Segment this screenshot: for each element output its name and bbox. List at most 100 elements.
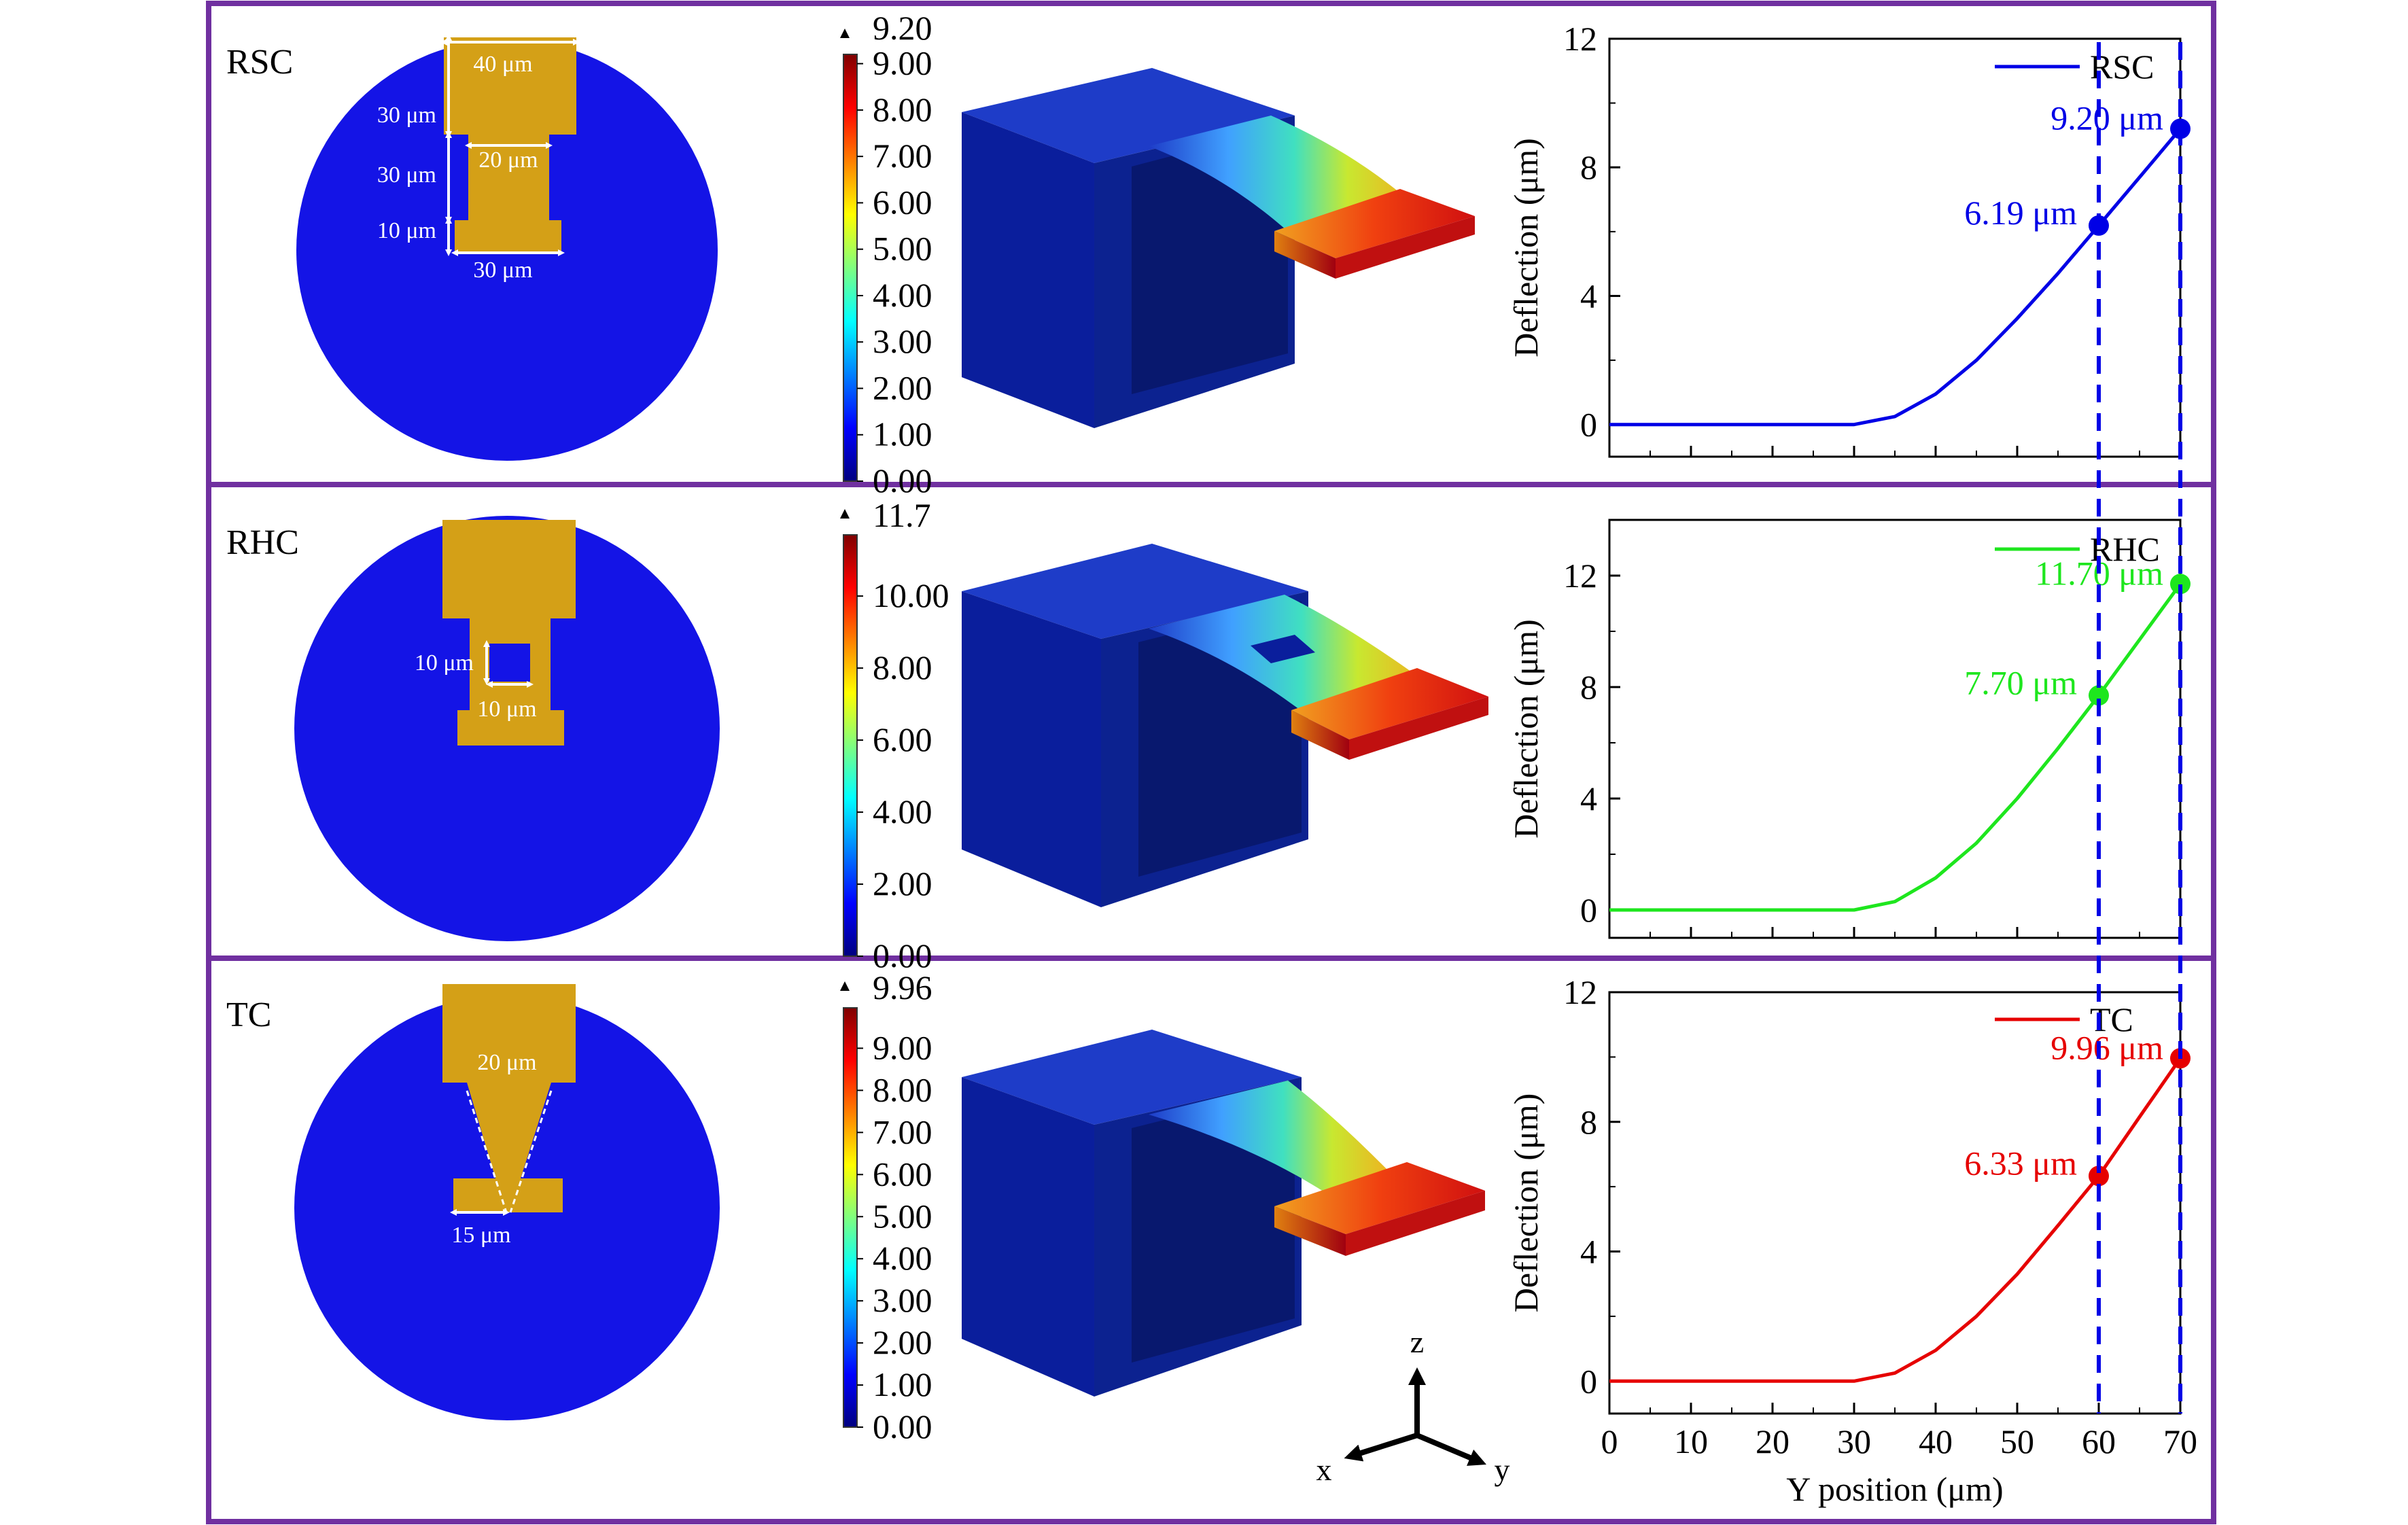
dim-label: 10 μm — [415, 650, 474, 676]
y-tick-label: 0 — [1580, 891, 1597, 929]
colorbar-tick-label: 1.00 — [873, 1365, 932, 1403]
beam-hole — [489, 644, 530, 682]
x-axis-arrow — [1344, 1433, 1418, 1462]
colorbar-tick-label: 8.00 — [873, 1070, 932, 1108]
proof-mass-side — [1291, 710, 1349, 760]
deflection-chart-tc: 0 4 8 12 0 10 20 30 40 50 60 70 Deflection (μm) Y pos… — [1507, 973, 2197, 1508]
colorbar-max-label: 11.7 — [873, 496, 931, 534]
colorbar-tick-label: 6.00 — [873, 1155, 932, 1193]
cantilever-beam — [468, 135, 549, 220]
colorbar-tick-label: 0.00 — [873, 1407, 932, 1445]
dim-label: 30 μm — [473, 258, 532, 283]
z-axis-label: z — [1410, 1325, 1424, 1359]
colorbar-tick-label: 10.00 — [873, 576, 949, 614]
colorbar-max-label: 9.96 — [873, 968, 932, 1006]
block-left — [962, 1077, 1094, 1397]
data-marker — [2170, 574, 2191, 595]
y-axis-label: y — [1495, 1452, 1510, 1487]
colorbar-tick-label: 9.00 — [873, 1028, 932, 1066]
proof-mass-front — [1336, 216, 1475, 279]
tc-3d-model — [962, 1030, 1485, 1397]
block-left — [962, 112, 1094, 428]
x-tick-label: 20 — [1756, 1422, 1790, 1460]
block-left — [962, 591, 1101, 907]
anchor-pad — [444, 37, 576, 135]
colorbar-tick-label: 7.00 — [873, 1112, 932, 1151]
proof-mass — [455, 220, 561, 253]
dim-label: 20 μm — [477, 1050, 536, 1075]
data-label: 7.70 μm — [1964, 663, 2077, 701]
colorbar-tick-label: 8.00 — [873, 648, 932, 686]
deflected-beam — [1149, 116, 1414, 234]
colorbar-tick-label: 0.00 — [873, 936, 932, 975]
colorbar-tick-label: 3.00 — [873, 322, 932, 360]
colorbar-tick-label: 0.00 — [873, 461, 932, 499]
max-triangle-icon — [840, 981, 850, 991]
dim-line — [466, 1090, 508, 1213]
x-tick-label: 30 — [1837, 1422, 1871, 1460]
x-axis-label: x — [1316, 1452, 1332, 1487]
colorbar-tick-label: 9.00 — [873, 44, 932, 82]
panel-label-tc: TC — [226, 996, 271, 1034]
proof-mass — [453, 1178, 563, 1212]
colorbar-tick-label: 6.00 — [873, 183, 932, 221]
series-line — [1609, 1057, 2182, 1383]
y-axis-title: Deflection (μm) — [1507, 1093, 1545, 1313]
series-line — [1609, 127, 2182, 427]
colorbar-tick-label: 1.00 — [873, 415, 932, 453]
x-tick-label: 0 — [1601, 1422, 1618, 1460]
y-tick-label: 8 — [1580, 668, 1597, 706]
y-axis-arrow — [1416, 1433, 1486, 1466]
colorbar-tick-label: 3.00 — [873, 1281, 932, 1319]
colorbar-tick-label: 2.00 — [873, 368, 932, 406]
cantilever-beam — [467, 1083, 551, 1178]
max-triangle-icon — [840, 29, 850, 38]
series-line — [1609, 582, 2182, 912]
block-top — [962, 544, 1308, 639]
colorbar-gradient — [843, 534, 858, 957]
x-tick-label: 70 — [2163, 1422, 2197, 1460]
block-top — [962, 68, 1295, 163]
frame-tc — [206, 956, 2216, 1524]
axis-triad: z x y — [1316, 1325, 1510, 1487]
y-tick-label: 0 — [1580, 406, 1597, 444]
panel-label-rhc: RHC — [226, 523, 299, 562]
data-marker — [2089, 685, 2109, 706]
deflected-beam — [1149, 1081, 1393, 1193]
x-tick-label: 40 — [1919, 1422, 1953, 1460]
colorbar-tick-label: 8.00 — [873, 90, 932, 128]
rsc-top-view: 40 μm 30 μm 30 μm 20 μm 10 μm 30 μm — [296, 34, 718, 461]
y-tick-label: 4 — [1580, 277, 1597, 315]
data-marker — [2089, 1165, 2109, 1187]
colorbar-gradient — [843, 1007, 858, 1428]
dim-label: 20 μm — [478, 147, 538, 173]
dim-label: 40 μm — [473, 52, 532, 77]
proof-mass-side — [1274, 231, 1336, 279]
panel-frames — [206, 1, 2216, 1524]
legend-label: RHC — [2090, 530, 2160, 568]
colorbar-ticks: 0.00 1.00 2.00 3.00 4.00 5.00 6.00 7.00 8.00 9.00 — [857, 1028, 932, 1445]
colorbar-tick-label: 5.00 — [873, 230, 932, 268]
rhc-3d-model — [962, 544, 1488, 907]
dim-label: 15 μm — [451, 1223, 510, 1248]
data-label: 9.20 μm — [2051, 99, 2163, 137]
data-label: 6.19 μm — [1964, 194, 2077, 232]
colorbar-tick-label: 5.00 — [873, 1197, 932, 1235]
y-tick-label: 4 — [1580, 779, 1597, 818]
y-axis-title: Deflection (μm) — [1507, 138, 1545, 357]
data-label: 9.96 μm — [2051, 1028, 2163, 1066]
y-tick-label: 12 — [1563, 20, 1597, 58]
colorbar-rhc: 11.7 0.00 2.00 4.00 6.00 8.00 10.00 — [840, 496, 949, 975]
proof-mass-top — [1274, 189, 1475, 258]
anchor-pad — [442, 984, 576, 1083]
block-top — [962, 1030, 1302, 1125]
colorbar-max-label: 9.20 — [873, 9, 932, 47]
proof-mass-top — [1291, 668, 1488, 739]
colorbar-tick-label: 7.00 — [873, 137, 932, 175]
y-tick-label: 8 — [1580, 148, 1597, 186]
y-tick-label: 12 — [1563, 973, 1597, 1011]
y-tick-label: 4 — [1580, 1233, 1597, 1271]
dim-label: 30 μm — [377, 103, 436, 128]
